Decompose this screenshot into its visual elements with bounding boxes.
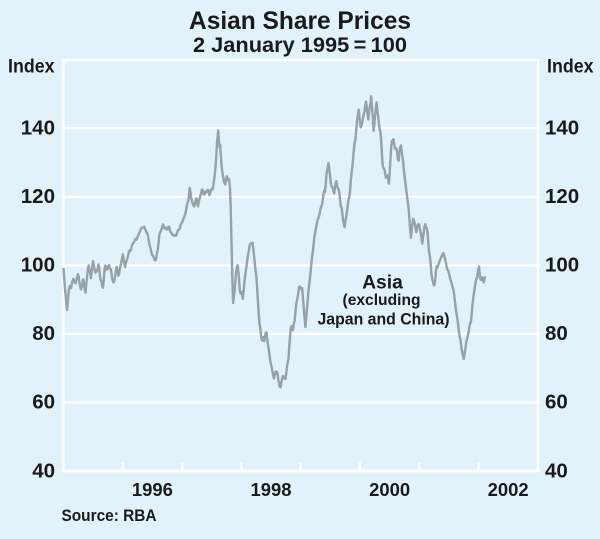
svg-text:Index: Index	[8, 56, 55, 78]
svg-text:2000: 2000	[369, 480, 410, 500]
svg-text:40: 40	[32, 459, 55, 482]
svg-text:60: 60	[32, 391, 55, 414]
svg-text:(excluding: (excluding	[343, 292, 421, 309]
svg-text:120: 120	[21, 185, 55, 208]
svg-text:1998: 1998	[251, 480, 292, 500]
svg-text:2002: 2002	[488, 480, 529, 500]
svg-text:Asia: Asia	[362, 273, 403, 294]
svg-text:Source: RBA: Source: RBA	[62, 507, 157, 525]
svg-text:100: 100	[545, 254, 579, 277]
svg-text:Asian Share Prices: Asian Share Prices	[189, 7, 411, 35]
svg-text:140: 140	[545, 116, 579, 139]
svg-text:2 January 1995 = 100: 2 January 1995 = 100	[193, 34, 407, 57]
svg-text:120: 120	[545, 185, 579, 208]
svg-text:100: 100	[21, 254, 55, 277]
svg-text:60: 60	[545, 391, 568, 414]
svg-text:80: 80	[32, 322, 55, 345]
svg-text:Index: Index	[547, 56, 594, 78]
svg-text:Japan and China): Japan and China)	[318, 309, 450, 328]
svg-text:1996: 1996	[132, 480, 173, 500]
svg-text:80: 80	[545, 322, 568, 345]
svg-text:140: 140	[21, 116, 55, 139]
svg-text:40: 40	[545, 459, 568, 482]
